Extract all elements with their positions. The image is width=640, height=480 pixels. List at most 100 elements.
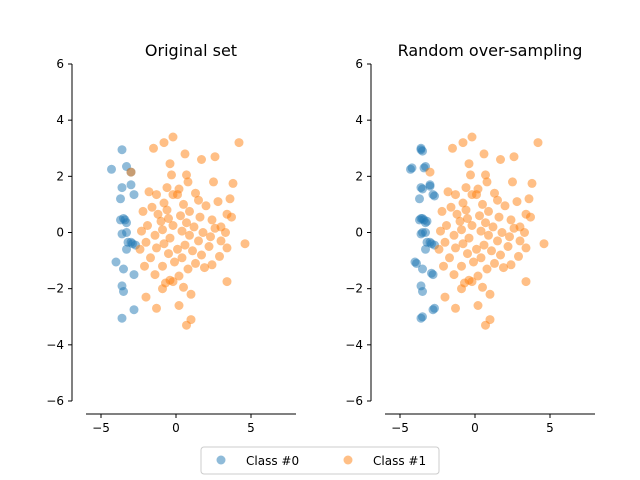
point-class-1 [475,211,484,221]
point-class-1 [182,170,191,180]
point-class-1 [200,263,209,273]
point-class-1 [177,253,187,263]
point-class-1 [215,251,224,261]
point-class-1 [168,132,178,142]
point-class-1 [461,205,471,215]
point-class-1 [458,198,468,208]
y-tick-label: −2 [345,282,363,296]
point-class-1 [436,226,445,236]
point-class-1 [135,244,145,254]
x-tick-label: 0 [172,421,180,435]
point-class-1 [469,257,478,267]
point-class-1 [524,194,534,204]
point-class-1 [234,138,244,148]
point-class-1 [159,198,169,208]
point-class-0 [412,258,421,268]
point-class-1 [449,230,459,240]
point-class-1 [188,246,197,256]
point-class-1 [481,170,490,180]
point-class-0 [116,194,125,204]
point-class-1 [499,263,508,273]
point-class-1 [150,270,160,280]
point-class-1 [141,237,151,247]
point-class-1 [473,301,483,310]
y-tick-label: −6 [345,394,363,408]
point-class-1 [509,223,519,233]
x-ticks: −5 0 5 [391,414,554,435]
point-class-1 [179,199,188,209]
point-class-0 [117,145,127,155]
point-class-1 [228,178,238,188]
point-class-0 [430,303,439,313]
legend: Class #0 Class #1 [200,446,440,475]
point-class-1 [440,237,450,247]
point-class-1 [140,261,149,271]
y-tick-label: 2 [56,169,64,183]
point-class-1 [174,301,184,310]
point-class-0 [425,181,435,191]
point-class-1 [445,253,454,263]
point-class-1 [159,239,169,249]
point-class-1 [452,209,462,219]
y-tick-label: 4 [355,113,363,127]
point-class-1 [167,170,176,180]
point-class-1 [156,216,166,226]
point-class-1 [464,159,474,169]
point-class-1 [165,159,175,169]
point-class-1 [186,289,196,299]
point-class-1 [466,170,475,180]
legend-marker-class-1 [343,455,353,465]
point-class-1 [182,218,191,228]
point-class-1 [443,187,453,197]
point-class-1 [457,225,466,235]
point-class-1 [500,201,510,211]
point-class-1 [185,206,194,216]
point-class-1 [173,244,182,254]
point-class-1 [207,215,217,225]
point-class-1 [206,232,215,242]
point-class-1 [162,183,172,193]
point-class-1 [164,249,173,259]
point-class-1 [479,240,489,250]
point-class-1 [164,214,173,223]
point-class-1 [149,143,158,153]
y-tick-label: 0 [56,226,64,240]
point-class-1 [493,236,502,246]
point-class-0 [117,313,127,323]
legend-marker-class-0 [216,455,226,465]
point-class-1 [478,282,487,292]
legend-label-class-0: Class #0 [246,454,299,468]
point-class-1 [539,239,549,249]
point-class-1 [197,250,206,260]
point-class-1 [472,244,481,254]
point-class-1 [183,264,193,274]
point-class-1 [137,226,146,236]
point-class-1 [434,244,444,254]
point-class-1 [165,233,175,243]
point-class-0 [418,184,427,194]
point-class-1 [509,152,519,162]
point-class-0 [427,268,436,278]
point-class-1 [442,221,451,230]
point-class-1 [227,212,236,222]
point-class-0 [418,264,427,274]
point-class-1 [515,236,525,246]
point-class-1 [183,177,193,187]
point-class-1 [473,271,483,281]
point-class-1 [521,277,531,287]
point-class-1 [209,177,218,187]
y-tick-label: −6 [46,394,64,408]
y-tick-label: 6 [355,57,363,71]
point-class-1 [496,155,505,164]
point-class-1 [455,216,465,226]
point-class-1 [508,177,517,187]
point-class-1 [467,221,477,230]
points-layer [107,132,250,330]
point-class-1 [204,242,214,251]
point-class-0 [119,287,128,296]
point-class-1 [191,188,200,198]
point-class-0 [107,164,116,174]
point-class-1 [505,232,514,242]
point-class-1 [152,243,161,253]
point-class-0 [422,216,432,226]
